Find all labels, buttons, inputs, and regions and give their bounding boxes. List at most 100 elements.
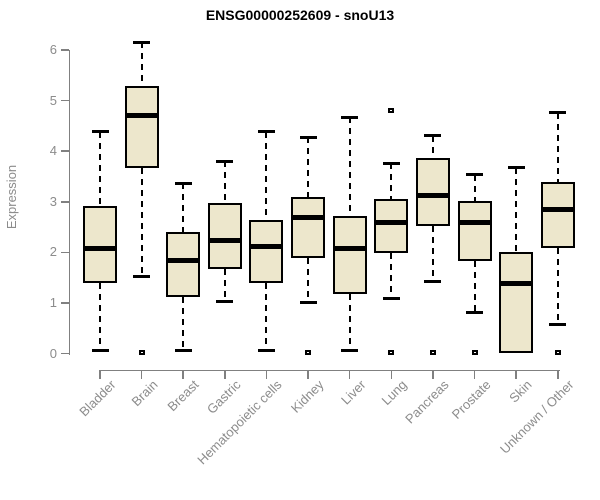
y-tick-label: 4: [49, 143, 57, 159]
y-tick: [60, 251, 69, 254]
y-tick: [60, 49, 69, 51]
x-axis-line: [99, 369, 560, 371]
outlier-point: [388, 107, 395, 113]
box-kidney: [291, 196, 326, 259]
whisker-lower: [99, 282, 101, 351]
whisker-cap-lower: [341, 349, 359, 353]
y-tick-label: 5: [49, 92, 57, 108]
median-line: [540, 206, 575, 212]
whisker-cap-upper: [466, 173, 484, 177]
median-line: [207, 237, 242, 243]
y-tick-label: 0: [49, 345, 57, 361]
whisker-cap-upper: [549, 111, 567, 115]
box-breast: [166, 232, 201, 297]
box-bladder: [83, 205, 117, 283]
median-line: [415, 193, 450, 199]
whisker-upper: [140, 42, 143, 86]
whisker-cap-lower: [91, 349, 109, 353]
x-tick: [140, 371, 143, 379]
whisker-lower: [140, 168, 143, 277]
x-tick: [307, 371, 309, 379]
whisker-lower: [223, 268, 226, 302]
y-axis-line: [68, 50, 70, 355]
x-tick: [348, 371, 351, 379]
whisker-upper: [348, 117, 351, 216]
x-tick: [265, 371, 268, 379]
box-pancreas: [415, 158, 450, 227]
whisker-cap-lower: [174, 349, 192, 353]
whisker-lower: [390, 252, 393, 299]
outlier-point: [429, 349, 436, 355]
whisker-cap-lower: [216, 300, 234, 304]
x-tick: [224, 371, 226, 379]
whisker-upper: [223, 161, 226, 204]
outlier-point: [554, 349, 561, 355]
whisker-upper: [265, 131, 268, 221]
whisker-cap-upper: [174, 181, 192, 185]
outlier-point: [471, 349, 478, 355]
whisker-lower: [556, 247, 559, 325]
whisker-upper: [556, 112, 559, 182]
box-skin: [499, 251, 534, 354]
box-unknown-other: [540, 181, 575, 248]
whisker-cap-upper: [91, 130, 109, 134]
x-tick: [515, 371, 517, 379]
median-line: [124, 113, 159, 119]
whisker-lower: [348, 293, 351, 351]
whisker-upper: [182, 183, 185, 233]
whisker-lower: [182, 296, 185, 351]
y-tick-label: 6: [49, 42, 57, 58]
whisker-upper: [473, 174, 476, 202]
x-tick: [182, 371, 184, 379]
whisker-cap-upper: [133, 40, 151, 44]
box-prostate: [457, 201, 492, 261]
x-tick: [390, 371, 393, 379]
whisker-upper: [390, 163, 393, 200]
whisker-lower: [307, 258, 310, 303]
chart-title: ENSG00000252609 - snoU13: [205, 7, 395, 23]
y-tick: [60, 352, 69, 355]
box-lung: [374, 199, 409, 253]
whisker-cap-lower: [133, 275, 151, 279]
y-tick: [60, 302, 69, 304]
x-tick: [432, 371, 434, 379]
whisker-cap-lower: [466, 310, 484, 314]
y-tick: [60, 150, 69, 152]
whisker-cap-lower: [549, 323, 567, 327]
y-tick-label: 1: [49, 294, 57, 310]
median-line: [374, 219, 409, 225]
whisker-lower: [265, 282, 268, 351]
y-tick-label: 3: [49, 193, 57, 209]
y-tick: [60, 99, 69, 102]
box-brain: [124, 85, 159, 169]
x-tick: [473, 371, 476, 379]
y-tick: [60, 201, 69, 203]
whisker-cap-lower: [299, 301, 317, 305]
median-line: [499, 281, 534, 287]
outlier-point: [388, 349, 395, 355]
median-line: [291, 215, 326, 221]
y-tick-label: 2: [49, 244, 57, 260]
x-tick: [557, 371, 559, 379]
whisker-cap-upper: [507, 166, 525, 170]
whisker-upper: [307, 137, 310, 197]
whisker-cap-upper: [424, 134, 442, 137]
whisker-cap-upper: [216, 159, 234, 163]
median-line: [166, 257, 201, 263]
box-gastric: [207, 203, 242, 269]
median-line: [83, 245, 117, 251]
whisker-cap-lower: [382, 297, 400, 301]
x-tick: [99, 371, 101, 379]
whisker-cap-upper: [299, 135, 317, 139]
whisker-upper: [515, 167, 518, 252]
whisker-upper: [431, 135, 434, 159]
whisker-cap-lower: [424, 279, 442, 283]
whisker-cap-lower: [257, 349, 275, 353]
median-line: [332, 245, 367, 251]
whisker-lower: [431, 226, 434, 282]
outlier-point: [305, 349, 312, 355]
median-line: [457, 219, 492, 225]
whisker-cap-upper: [341, 115, 359, 119]
whisker-upper: [99, 131, 101, 206]
